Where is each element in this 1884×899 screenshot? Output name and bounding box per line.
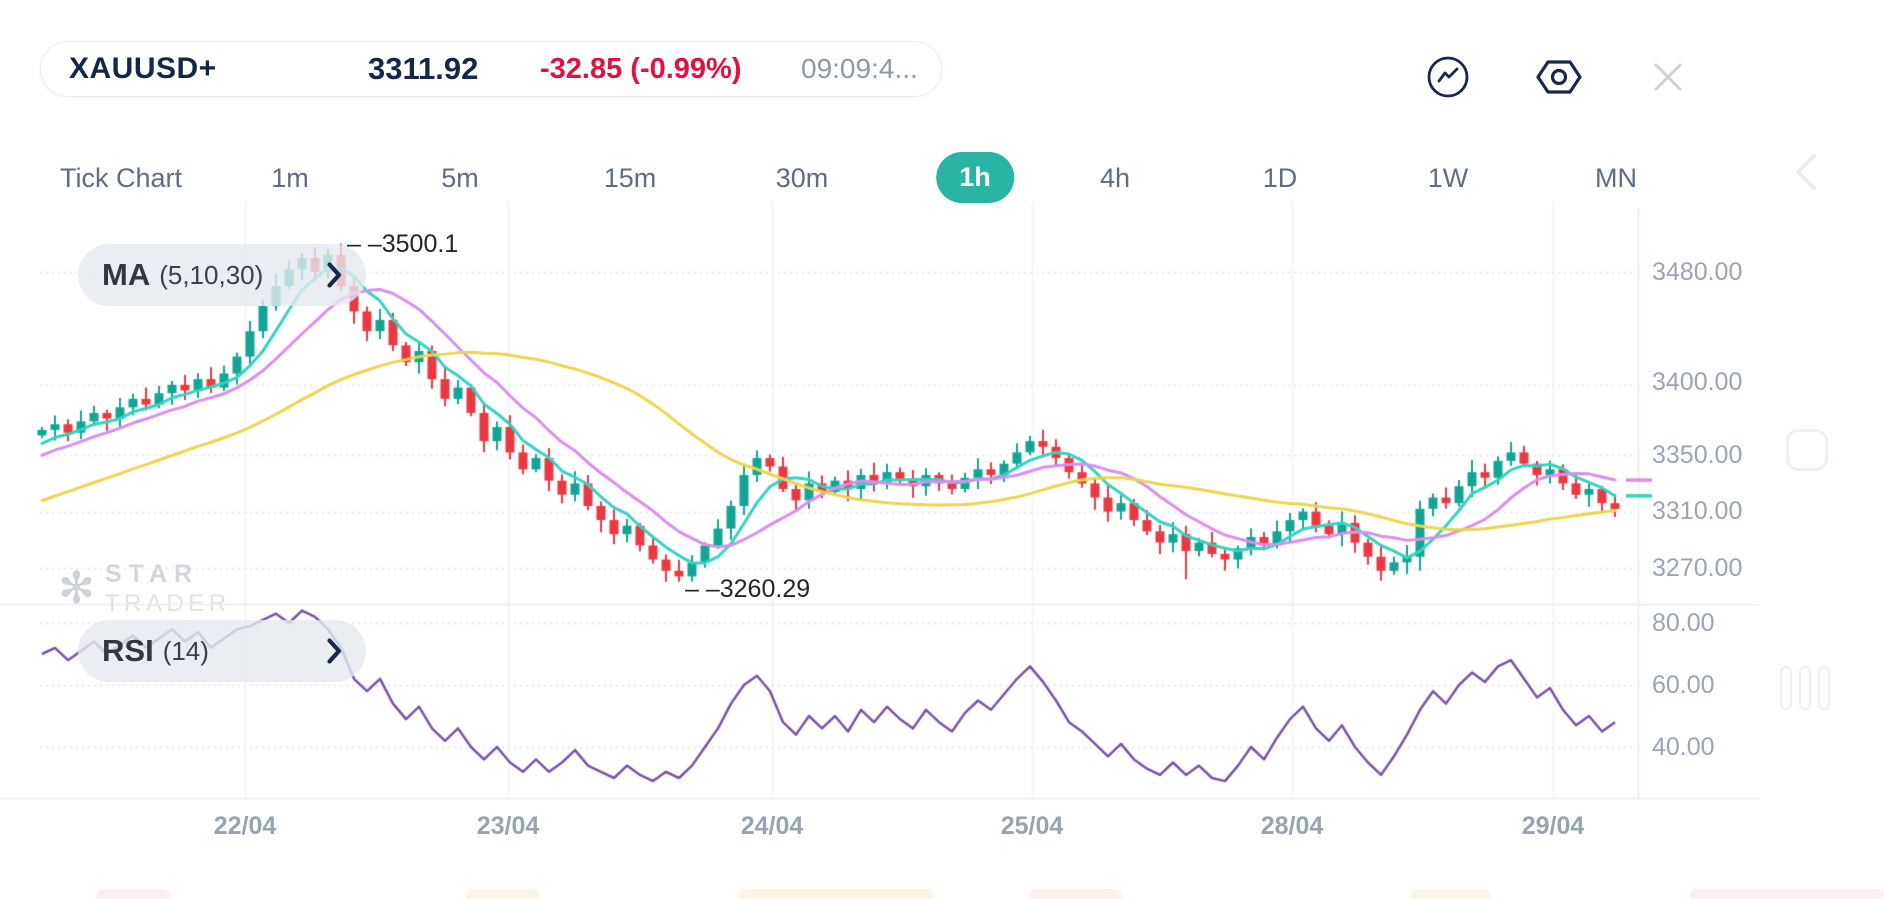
- price-tick: 3480.00: [1652, 258, 1743, 286]
- rsi-label: RSI: [102, 633, 154, 668]
- ma-label: MA: [102, 257, 151, 292]
- last-price: 3311.92: [368, 51, 479, 86]
- rsi-tick: 80.00: [1652, 609, 1715, 637]
- tab-1m[interactable]: 1m: [271, 163, 309, 193]
- tab-5m[interactable]: 5m: [441, 163, 479, 193]
- tab-tick-chart[interactable]: Tick Chart: [59, 163, 183, 193]
- symbol-label: XAUUSD+: [69, 52, 217, 85]
- rsi-params: (14): [162, 635, 209, 666]
- ma-params: (5,10,30): [159, 259, 264, 290]
- peek-button[interactable]: [1411, 889, 1490, 899]
- chevron-right-icon: [327, 262, 342, 288]
- price-tick: 3310.00: [1652, 497, 1743, 525]
- close-icon[interactable]: [1648, 57, 1688, 102]
- peek-button[interactable]: [739, 889, 933, 899]
- peek-button[interactable]: [1690, 889, 1884, 899]
- chevron-right-icon: [327, 638, 342, 664]
- rsi-tick: 40.00: [1652, 733, 1715, 761]
- tab-15m[interactable]: 15m: [603, 163, 657, 193]
- price-tick: 3270.00: [1652, 554, 1743, 582]
- high-price-annotation: – –3500.1: [347, 229, 459, 258]
- rsi-tick: 60.00: [1652, 671, 1715, 699]
- peek-button[interactable]: [466, 889, 539, 899]
- quote-time: 09:09:4...: [801, 53, 918, 84]
- rsi-indicator-badge[interactable]: RSI (14): [78, 620, 366, 682]
- peek-button[interactable]: [97, 889, 170, 899]
- quote-pill[interactable]: XAUUSD+ 3311.92 -32.85 (-0.99%) 09:09:4.…: [40, 41, 942, 97]
- tab-1d[interactable]: 1D: [1262, 163, 1298, 193]
- date-tick: 25/04: [1000, 812, 1064, 840]
- tab-4h[interactable]: 4h: [1099, 163, 1131, 193]
- drag-handle-icon[interactable]: [1780, 666, 1830, 710]
- price-tick: 3400.00: [1652, 368, 1743, 396]
- date-tick: 23/04: [476, 812, 540, 840]
- peek-button[interactable]: [1029, 889, 1121, 899]
- tab-1h-active[interactable]: 1h: [936, 152, 1014, 203]
- tab-1w[interactable]: 1W: [1427, 163, 1469, 193]
- date-tick: 29/04: [1521, 812, 1585, 840]
- collapse-panel-chevron-icon[interactable]: [1788, 150, 1824, 199]
- tab-mn[interactable]: MN: [1595, 163, 1637, 193]
- date-tick: 24/04: [740, 812, 804, 840]
- date-tick: 28/04: [1260, 812, 1324, 840]
- panel-toggle-icon[interactable]: [1786, 429, 1828, 471]
- price-change: -32.85 (-0.99%): [540, 53, 742, 85]
- ma-indicator-badge[interactable]: MA (5,10,30): [78, 244, 366, 306]
- settings-nut-icon[interactable]: [1535, 55, 1583, 104]
- price-tick: 3350.00: [1652, 441, 1743, 469]
- low-price-annotation: – –3260.29: [685, 574, 811, 603]
- date-tick: 22/04: [213, 812, 277, 840]
- tab-30m[interactable]: 30m: [775, 163, 829, 193]
- indicator-trend-icon[interactable]: [1426, 55, 1470, 104]
